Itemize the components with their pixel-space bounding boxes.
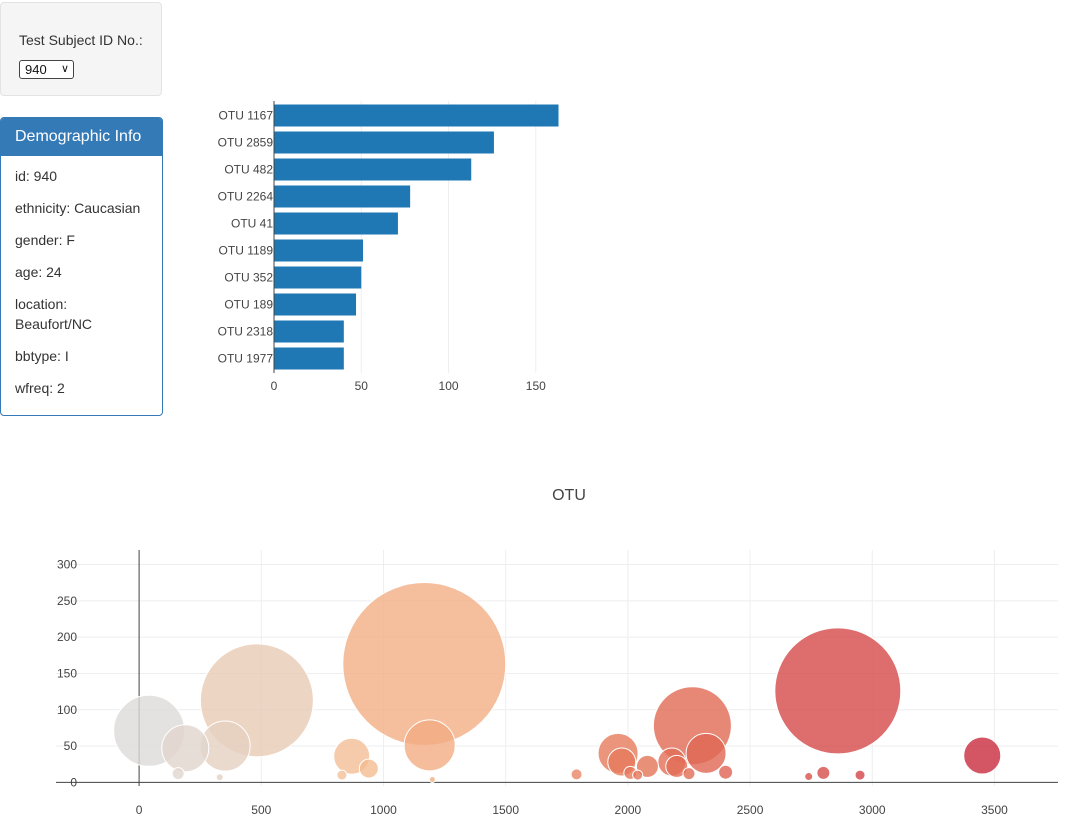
bar[interactable] bbox=[274, 266, 362, 289]
bubble-point[interactable] bbox=[804, 772, 814, 782]
bar[interactable] bbox=[274, 239, 364, 262]
bubble-point[interactable] bbox=[632, 769, 644, 781]
bar-x-tick-label: 100 bbox=[439, 379, 459, 393]
bubble-y-tick-label: 250 bbox=[57, 594, 77, 608]
bubble-point[interactable] bbox=[171, 767, 185, 781]
bar-x-tick-label: 50 bbox=[355, 379, 369, 393]
demographic-info-title: Demographic Info bbox=[1, 118, 162, 156]
bubble-y-tick-label: 50 bbox=[64, 739, 78, 753]
subject-id-select[interactable]: 940 ∨ bbox=[19, 60, 74, 79]
demographic-item: id: 940 bbox=[15, 168, 58, 184]
bar-category-label: OTU 189 bbox=[224, 298, 273, 312]
bubble-x-tick-label: 2000 bbox=[615, 803, 642, 817]
bubble-x-tick-label: 500 bbox=[251, 803, 271, 817]
bubble-y-tick-label: 200 bbox=[57, 630, 77, 644]
bubble-x-tick-label: 1000 bbox=[370, 803, 397, 817]
top-otu-bar-chart: 0 50 100 150 OTU 1167 OTU 2859 OTU 482 OTU 2264… bbox=[218, 101, 559, 393]
bar[interactable] bbox=[274, 104, 559, 127]
subject-selector-label: Test Subject ID No.: bbox=[19, 32, 143, 48]
bubble-point[interactable] bbox=[665, 754, 689, 778]
bar[interactable] bbox=[274, 158, 472, 181]
bubble-point[interactable] bbox=[428, 775, 436, 783]
bubble-point[interactable] bbox=[682, 767, 696, 781]
bar-category-label: OTU 1167 bbox=[219, 109, 274, 123]
bubble-point[interactable] bbox=[403, 719, 456, 772]
demographic-item: age: 24 bbox=[15, 264, 62, 280]
bubble-point[interactable] bbox=[358, 758, 379, 779]
bar[interactable] bbox=[274, 320, 344, 343]
bubble-y-tick-label: 100 bbox=[57, 703, 77, 717]
bubble-point[interactable] bbox=[215, 773, 224, 782]
bar-category-label: OTU 2859 bbox=[218, 136, 274, 150]
bar[interactable] bbox=[274, 212, 398, 235]
bubble-point[interactable] bbox=[718, 764, 734, 780]
bar-category-label: OTU 1977 bbox=[218, 352, 274, 366]
bubble-chart-title: OTU bbox=[552, 487, 586, 504]
bar[interactable] bbox=[274, 347, 344, 370]
bubble-point[interactable] bbox=[685, 732, 727, 774]
bar[interactable] bbox=[274, 131, 494, 154]
bubble-point[interactable] bbox=[816, 765, 831, 780]
bar-x-tick-label: 150 bbox=[526, 379, 546, 393]
bubble-x-tick-label: 2500 bbox=[737, 803, 764, 817]
bar-category-label: OTU 2264 bbox=[218, 190, 274, 204]
bubble-y-tick-label: 150 bbox=[57, 666, 77, 680]
demographic-item: ethnicity: Caucasian bbox=[15, 200, 141, 216]
bubble-point[interactable] bbox=[854, 769, 866, 781]
demographic-item: location: Beaufort/NC bbox=[15, 296, 93, 332]
bar-category-label: OTU 1189 bbox=[219, 244, 274, 258]
bubble-point[interactable] bbox=[963, 736, 1002, 775]
demographic-item: gender: F bbox=[15, 232, 75, 248]
bubble-point[interactable] bbox=[570, 768, 583, 781]
bubble-x-tick-label: 3500 bbox=[981, 803, 1008, 817]
bar-x-tick-label: 0 bbox=[271, 379, 278, 393]
bubble-point[interactable] bbox=[161, 724, 210, 773]
bubble-point[interactable] bbox=[774, 627, 902, 755]
chevron-down-icon: ∨ bbox=[60, 63, 69, 75]
bar[interactable] bbox=[274, 185, 411, 208]
bar-category-label: OTU 41 bbox=[231, 217, 273, 231]
bubble-y-tick-label: 300 bbox=[57, 558, 77, 572]
bar[interactable] bbox=[274, 293, 357, 316]
demographic-info-panel: Demographic Info id: 940 ethnicity: Cauca… bbox=[0, 117, 163, 416]
bar-category-label: OTU 2318 bbox=[218, 325, 274, 339]
bubble-x-tick-label: 1500 bbox=[492, 803, 519, 817]
bubble-point[interactable] bbox=[336, 769, 348, 781]
subject-selector-panel: Test Subject ID No.: 940 ∨ bbox=[0, 2, 162, 96]
bar-category-label: OTU 352 bbox=[224, 271, 273, 285]
demographic-info-body: id: 940 ethnicity: Caucasian gender: F age:… bbox=[1, 156, 162, 420]
demographic-item: wfreq: 2 bbox=[15, 380, 65, 396]
bar-category-label: OTU 482 bbox=[224, 163, 273, 177]
subject-id-selected-value: 940 bbox=[25, 62, 47, 77]
bubble-x-tick-label: 0 bbox=[136, 803, 143, 817]
bubble-x-tick-label: 3000 bbox=[859, 803, 886, 817]
demographic-item: bbtype: I bbox=[15, 348, 69, 364]
